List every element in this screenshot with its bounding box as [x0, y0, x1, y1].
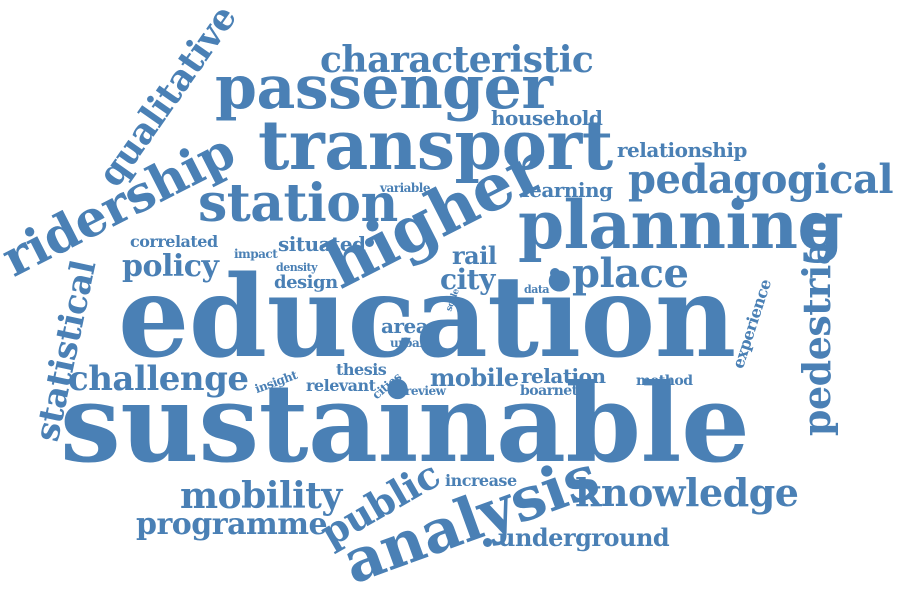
dot-marker — [365, 238, 374, 247]
word-rail: rail — [452, 244, 496, 268]
word-variable: variable — [380, 182, 430, 194]
word-boarnet: boarnet — [520, 384, 578, 398]
word-relationship: relationship — [617, 140, 747, 160]
word-place: place — [572, 254, 688, 294]
word-relevant: relevant — [306, 378, 376, 394]
word-density: density — [276, 262, 317, 273]
word-increase: increase — [445, 473, 517, 489]
word-policy: policy — [122, 252, 218, 282]
word-programme: programme — [136, 510, 327, 540]
word-underground: underground — [498, 526, 669, 550]
word-area: area — [381, 316, 428, 336]
word-household: household — [491, 108, 602, 128]
word-knowledge: knowledge — [575, 474, 798, 512]
word-correlated: correlated — [130, 234, 218, 250]
word-characteristic: characteristic — [320, 42, 593, 78]
dot-marker — [483, 538, 492, 547]
word-data: data — [524, 284, 549, 295]
word-urban: urban — [390, 337, 427, 349]
word-pedagogical: pedagogical — [628, 160, 893, 200]
word-situated: situated — [278, 234, 366, 254]
dot-marker — [550, 268, 560, 278]
word-experience: experience — [730, 278, 774, 371]
word-city: city — [440, 266, 495, 294]
word-challenge: challenge — [68, 362, 249, 396]
word-impact: impact — [234, 248, 277, 260]
word-station: station — [198, 178, 398, 230]
word-review: review — [405, 385, 445, 397]
word-pedestrian: pedestrian — [798, 214, 836, 436]
word-method: method — [636, 374, 693, 388]
word-design: design — [274, 274, 338, 292]
word-learning: learning — [522, 180, 612, 200]
